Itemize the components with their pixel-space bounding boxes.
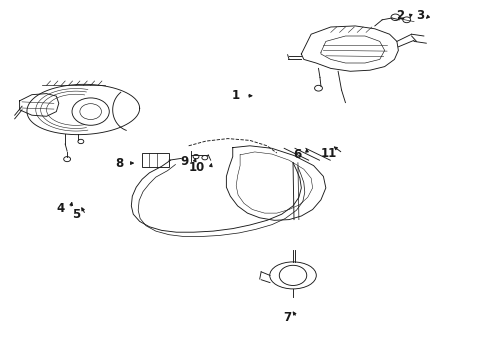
Text: 5: 5 <box>72 208 80 221</box>
Text: 7: 7 <box>283 311 291 324</box>
Text: 6: 6 <box>293 148 301 161</box>
Text: 8: 8 <box>115 157 123 170</box>
Text: 3: 3 <box>416 9 424 22</box>
Text: 1: 1 <box>232 89 240 102</box>
Text: 2: 2 <box>396 9 405 22</box>
Bar <box>142 153 169 167</box>
Text: 10: 10 <box>189 161 205 174</box>
Text: 9: 9 <box>180 156 189 168</box>
Text: 4: 4 <box>56 202 65 215</box>
Text: 11: 11 <box>321 147 337 160</box>
